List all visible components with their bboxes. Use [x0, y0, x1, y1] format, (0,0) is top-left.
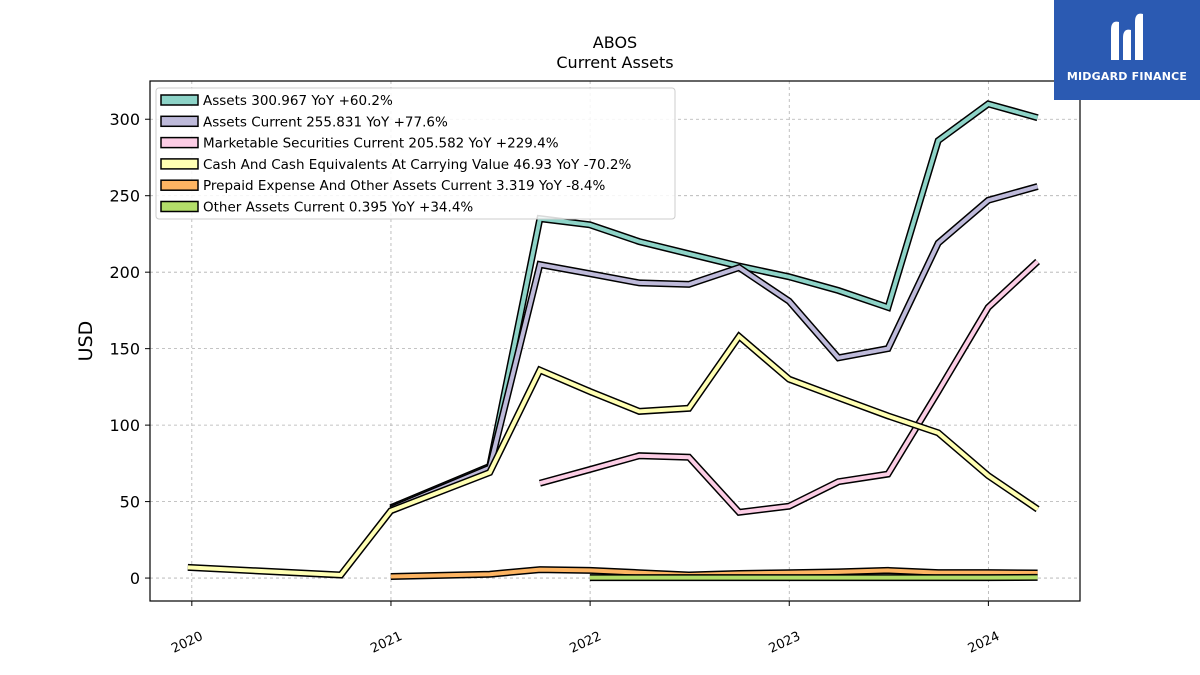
y-tick-label: 250: [109, 187, 140, 206]
y-tick-label: 300: [109, 110, 140, 129]
series-outline: [187, 331, 1040, 579]
y-axis-label: USD: [75, 321, 97, 362]
legend-label: Prepaid Expense And Other Assets Current…: [203, 178, 606, 194]
legend-swatch: [160, 136, 199, 149]
y-tick-label: 0: [130, 569, 140, 588]
legend: Assets 300.967 YoY +60.2% Assets Current …: [155, 87, 676, 220]
series-stroke: [539, 260, 1039, 515]
series-line: [389, 183, 1039, 513]
legend-swatch: [160, 179, 199, 191]
x-tick-label: 2024: [966, 629, 1002, 657]
legend-swatch: [160, 94, 199, 106]
series-line: [187, 331, 1040, 579]
legend-swatch: [160, 200, 199, 213]
series-stroke: [187, 333, 1039, 578]
legend-swatch: [160, 115, 199, 128]
series-stroke: [390, 567, 1038, 579]
legend-label: Marketable Securities Current 205.582 Yo…: [203, 136, 559, 152]
plot-frame: [149, 80, 1081, 602]
y-tick-label: 100: [109, 416, 140, 435]
legend-label: Assets Current 255.831 YoY +77.6%: [203, 114, 448, 130]
brand-logo: MIDGARD FINANCE: [1054, 0, 1200, 100]
legend-box: [155, 87, 676, 220]
series-stroke: [390, 184, 1039, 512]
y-tick-label: 200: [109, 263, 140, 282]
legend-label: Other Assets Current 0.395 YoY +34.4%: [203, 200, 473, 216]
chart-title: ABOS: [593, 33, 637, 52]
logo-mark-icon: [1111, 13, 1143, 60]
series-line: [390, 566, 1038, 580]
legend-label: Cash And Cash Equivalents At Carrying Va…: [203, 157, 631, 173]
chart-subtitle: Current Assets: [556, 53, 673, 72]
series-line: [538, 258, 1040, 516]
legend-swatch: [160, 158, 199, 170]
y-tick-label: 50: [120, 493, 140, 512]
x-tick-label: 2021: [368, 629, 404, 657]
legend-label: Assets 300.967 YoY +60.2%: [203, 93, 393, 109]
logo-text: MIDGARD FINANCE: [1066, 70, 1188, 83]
x-tick-label: 2023: [767, 629, 803, 657]
x-tick-label: 2020: [169, 629, 205, 657]
y-tick-label: 150: [109, 340, 140, 359]
x-tick-label: 2022: [567, 629, 603, 657]
